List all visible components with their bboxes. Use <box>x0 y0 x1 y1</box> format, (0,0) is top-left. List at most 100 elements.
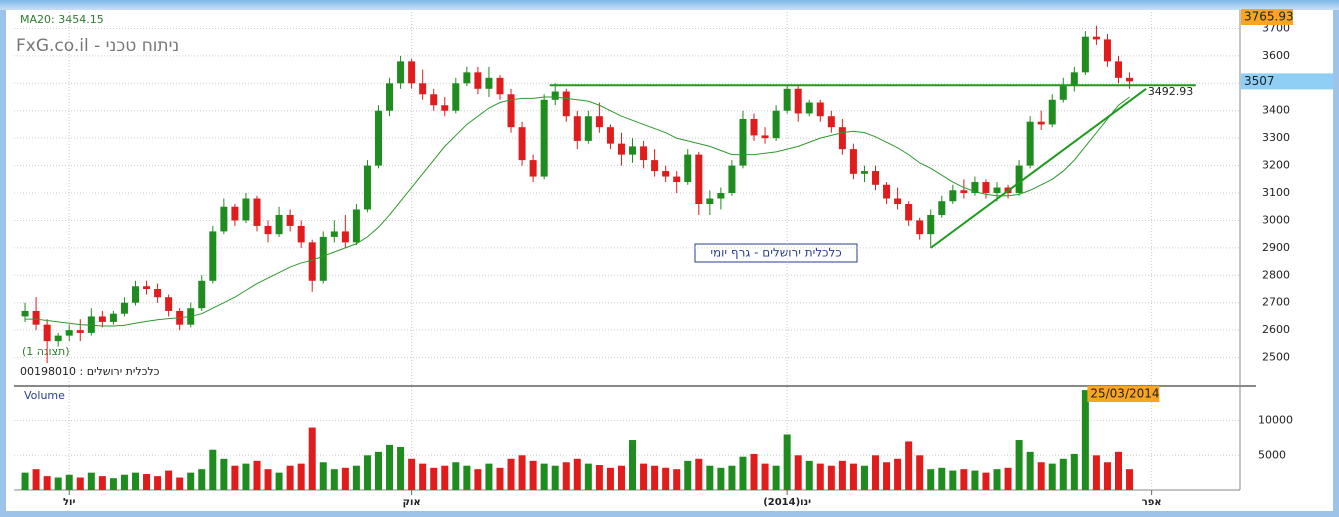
volume-bar <box>65 474 73 490</box>
volume-bar <box>386 444 394 490</box>
y-tick-label: 5000 <box>1258 448 1286 461</box>
candle-body <box>120 302 128 314</box>
candle-body <box>352 209 360 243</box>
candle-body <box>154 289 162 298</box>
candle-body <box>54 335 62 342</box>
volume-bar <box>374 451 382 490</box>
volume-bar <box>629 440 637 490</box>
candle-body <box>341 231 349 243</box>
candle-body <box>32 310 40 325</box>
candle-body <box>330 231 338 237</box>
candle-body <box>662 171 670 177</box>
candle-body <box>1015 165 1023 194</box>
candle-body <box>540 99 548 177</box>
volume-bar <box>507 458 515 490</box>
y-tick-label: 3300 <box>1262 131 1290 144</box>
volume-date-label: 25/03/2014 <box>1090 387 1159 401</box>
volume-bar <box>474 469 482 490</box>
volume-bar <box>938 467 946 490</box>
volume-bar <box>131 472 139 490</box>
candle-body <box>297 225 305 243</box>
volume-bar <box>330 469 338 490</box>
candle-body <box>143 286 151 290</box>
candle-body <box>993 187 1001 194</box>
high-price-label: 3765.93 <box>1244 10 1294 24</box>
candle-body <box>584 116 592 141</box>
volume-bar <box>706 465 714 490</box>
volume-bar <box>1037 462 1045 490</box>
volume-title: Volume <box>24 389 65 402</box>
volume-bar <box>187 472 195 490</box>
volume-bar <box>739 456 747 490</box>
candle-body <box>562 91 570 117</box>
volume-bar <box>352 465 360 490</box>
volume-bar <box>109 478 117 490</box>
candle-body <box>794 88 802 114</box>
volume-bar <box>165 470 173 490</box>
trend-line <box>930 87 1147 249</box>
y-tick-label: 2600 <box>1262 323 1290 336</box>
volume-bar <box>761 463 769 490</box>
volume-bar <box>297 463 305 490</box>
volume-bar <box>783 434 791 490</box>
candle-body <box>474 72 482 89</box>
y-tick-label: 2700 <box>1262 296 1290 309</box>
candle-body <box>374 110 382 166</box>
volume-bar <box>673 469 681 490</box>
volume-bar <box>849 463 857 490</box>
candle-body <box>496 77 504 95</box>
candle-body <box>872 171 880 185</box>
volume-bar <box>441 465 449 490</box>
volume-bar <box>264 469 272 490</box>
volume-bar <box>927 469 935 490</box>
volume-bar <box>971 470 979 490</box>
y-tick-label: 3000 <box>1262 213 1290 226</box>
candle-body <box>1115 61 1123 78</box>
candle-body <box>109 313 117 322</box>
volume-bar <box>231 465 239 490</box>
candle-body <box>518 127 526 161</box>
candle-body <box>386 83 394 111</box>
volume-bar <box>154 476 162 490</box>
candle-body <box>595 116 603 128</box>
volume-bar <box>1015 440 1023 490</box>
candle-body <box>231 206 239 221</box>
x-tick-label: אפר <box>1142 497 1162 508</box>
volume-bar <box>242 463 250 490</box>
candle-body <box>1037 121 1045 125</box>
candle-body <box>684 154 692 183</box>
volume-bar <box>341 467 349 490</box>
x-tick-label: יול <box>63 497 75 508</box>
volume-bar <box>717 467 725 490</box>
volume-bar <box>949 470 957 490</box>
candle-body <box>750 118 758 136</box>
volume-bar <box>562 462 570 490</box>
volume-bar <box>120 474 128 490</box>
volume-bar <box>695 458 703 490</box>
candle-body <box>805 102 813 114</box>
candle-body <box>529 160 537 177</box>
volume-bar <box>176 477 184 490</box>
candle-body <box>408 61 416 84</box>
candle-body <box>286 214 294 226</box>
volume-bar <box>529 460 537 490</box>
candle-body <box>98 316 106 322</box>
candle-body <box>938 201 946 215</box>
candle-body <box>573 116 581 141</box>
y-tick-label: 2500 <box>1262 351 1290 364</box>
candle-body <box>1048 99 1056 125</box>
candle-body <box>838 127 846 150</box>
volume-bar <box>463 465 471 490</box>
candle-body <box>706 198 714 204</box>
volume-bar <box>551 465 559 490</box>
y-tick-label: 3200 <box>1262 159 1290 172</box>
volume-bar <box>1081 390 1089 490</box>
candle-body <box>673 176 681 183</box>
candle-body <box>883 184 891 199</box>
candle-body <box>1103 39 1111 62</box>
ma-label: MA20: 3454.15 <box>20 13 104 26</box>
chart-title: FxG.co.il - ניתוח טכני <box>16 36 179 56</box>
volume-bar <box>363 455 371 490</box>
volume-bar <box>275 472 283 490</box>
candle-body <box>397 61 405 84</box>
